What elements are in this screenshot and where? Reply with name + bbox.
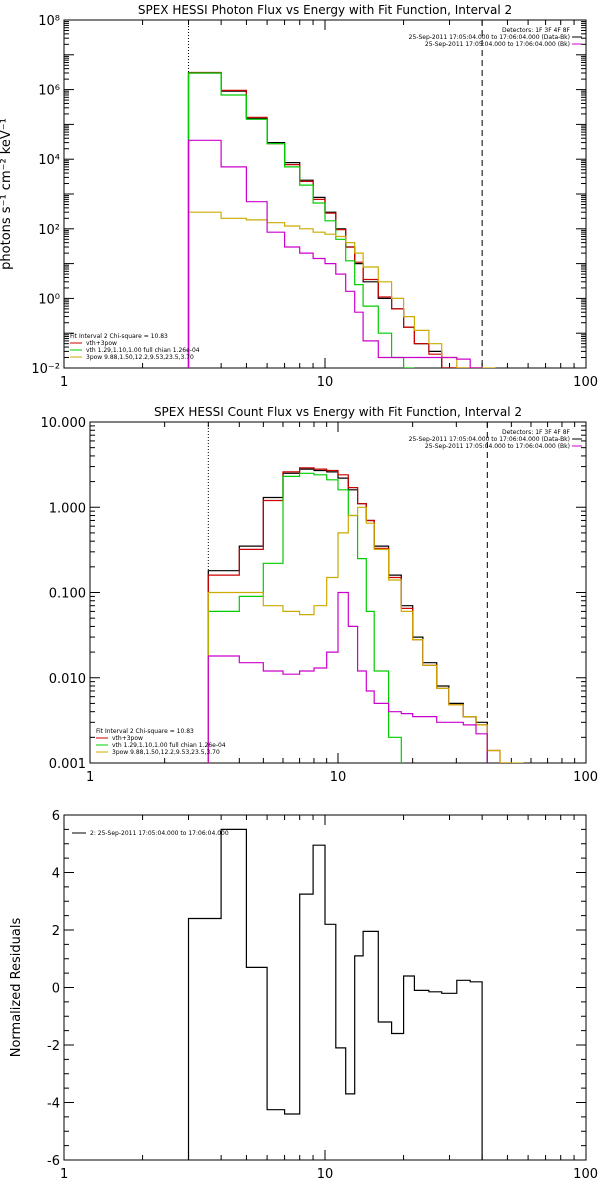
y-axis-label: Normalized Residuals [9,918,24,1058]
chart-title: SPEX HESSI Photon Flux vs Energy with Fi… [138,3,512,17]
y-tick-label: 10² [38,223,60,238]
y-tick-label: 0.010 [49,672,86,687]
plot-frame [63,19,587,369]
x-tick-label: 10 [317,1167,334,1182]
series-vth-line [207,472,402,763]
series-vth-line [187,72,415,368]
legend-label: 25-Sep-2011 17:05:04.000 to 17:06:04.000… [409,34,570,41]
y-tick-label: -6 [47,1154,60,1169]
y-tick-label: 10⁻² [31,362,60,377]
x-tick-label: 1 [60,1167,68,1182]
legend-header: Detectors: 1F 3F 4F 8F [502,27,571,34]
chart-title: SPEX HESSI Count Flux vs Energy with Fit… [154,405,522,419]
series-bk-line [207,591,488,763]
y-tick-label: 10⁸ [38,14,60,29]
panel-3: 1 10 100 -6 -4 -2 0 2 4 6 Normalized Residuals 2: 2… [9,809,598,1182]
legend-label: 3pow 9.88,1.50,12.2,9.53,23.5,3.70 [86,354,194,361]
y-tick-label: 10.000 [41,416,87,431]
series-3pow-line [187,211,496,368]
x-tick-label: 100 [573,770,598,785]
fit-legend-header: Fit Interval 2 Chi-square = 10.83 [70,333,168,340]
legend-label: vth+3pow [112,735,143,742]
series-vth-3pow-line [207,467,512,763]
y-tick-label: 4 [52,867,60,882]
x-tick-label: 1 [60,375,68,390]
series-bk-line [187,139,483,368]
legend-label: 25-Sep-2011 17:05:04.000 to 17:06:04.000… [409,436,570,443]
fit-legend-header: Fit Interval 2 Chi-square = 10.83 [96,728,194,735]
legend-label: 3pow 9.88,1.50,12.2,9.53,23.5,3.70 [112,749,220,756]
x-tick-label: 1 [86,770,94,785]
y-tick-label: -4 [47,1097,60,1112]
y-tick-label: -2 [47,1039,60,1054]
legend-label: vth 1.29,1.10,1.00 full chian 1.26e-04 [86,347,200,354]
y-tick-label: 1.000 [49,501,86,516]
y-axis-label: photons s⁻¹ cm⁻² keV⁻¹ [0,118,14,270]
legend-label: 2: 25-Sep-2011 17:05:04.000 to 17:06:04.… [90,830,229,837]
legend-header: Detectors: 1F 3F 4F 8F [502,429,571,436]
legend-label: vth 1.29,1.10,1.00 full chian 1.26e-04 [112,742,226,749]
y-tick-label: 0.001 [49,757,86,772]
y-tick-label: 10⁴ [38,153,60,168]
series-3pow-line [207,506,524,763]
legend-label: 25-Sep-2011 17:05:04.000 to 17:06:04.000… [425,443,570,450]
y-tick-label: 2 [52,924,60,939]
x-tick-label: 100 [573,1167,598,1182]
y-tick-label: 10⁰ [38,292,60,307]
y-tick-label: 6 [52,809,60,824]
x-tick-label: 10 [317,375,334,390]
y-tick-label: 0 [52,982,60,997]
series-data-bk-line [187,72,457,368]
legend-label: vth+3pow [86,340,117,347]
series-residuals-line [187,828,483,1160]
panel-2: SPEX HESSI Count Flux vs Energy with Fit… [41,405,599,785]
legend-label: 25-Sep-2011 17:05:04.000 to 17:06:04.000… [425,41,570,48]
panel-1: SPEX HESSI Photon Flux vs Energy with Fi… [0,3,598,390]
y-tick-label: 0.100 [49,587,86,602]
y-tick-label: 10⁶ [38,84,60,99]
x-tick-label: 100 [573,375,598,390]
x-tick-label: 10 [330,770,347,785]
